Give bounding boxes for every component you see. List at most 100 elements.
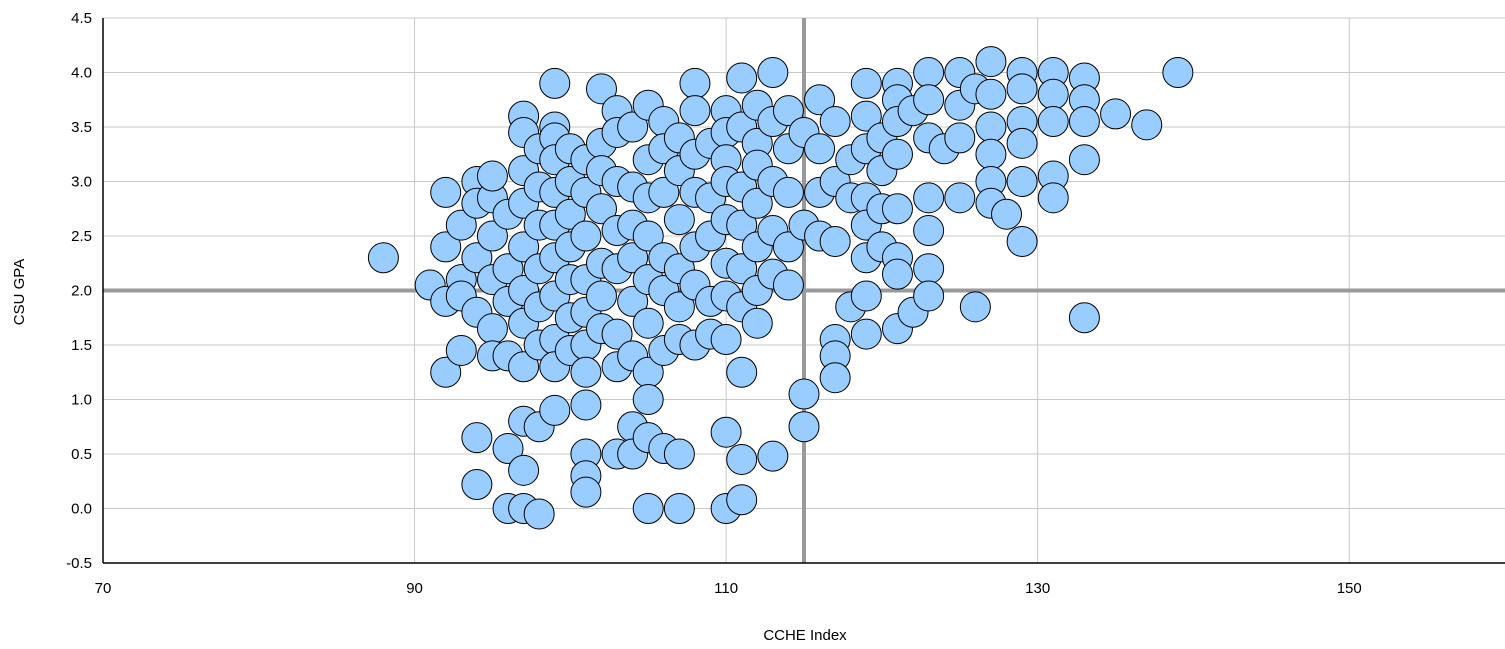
data-point <box>726 443 758 475</box>
data-point <box>679 67 711 99</box>
data-point <box>881 193 913 225</box>
x-tick-label: 130 <box>1025 580 1050 597</box>
data-point <box>617 111 649 143</box>
data-point <box>445 334 477 366</box>
data-point <box>850 100 882 132</box>
data-point <box>461 469 493 501</box>
data-point <box>430 176 462 208</box>
data-point <box>476 220 508 252</box>
data-point <box>632 384 664 415</box>
data-point <box>788 411 820 443</box>
x-tick-label: 70 <box>95 580 112 597</box>
data-point <box>430 231 462 263</box>
data-point <box>710 416 742 448</box>
data-point <box>1006 166 1038 197</box>
data-point <box>492 433 524 465</box>
data-point <box>476 160 508 192</box>
data-point <box>975 78 1007 110</box>
data-point <box>632 220 664 252</box>
data-point <box>741 187 773 219</box>
data-point <box>788 378 820 410</box>
data-point <box>726 62 758 94</box>
data-point <box>1006 73 1038 105</box>
data-point <box>1100 98 1132 130</box>
data-point <box>804 133 836 165</box>
data-point <box>913 57 945 88</box>
data-point <box>663 438 695 470</box>
data-point <box>881 258 913 290</box>
data-point <box>523 498 555 530</box>
data-point <box>663 204 695 236</box>
y-tick-label: 0.0 <box>71 501 92 518</box>
data-point <box>570 476 602 508</box>
data-point <box>445 209 477 241</box>
data-point <box>632 307 664 339</box>
data-point <box>430 356 462 388</box>
y-tick-label: 1.0 <box>71 392 92 409</box>
x-tick-labels: 70 90 110 130 150 <box>95 580 1362 597</box>
data-points <box>367 46 1194 530</box>
x-tick-label: 90 <box>406 580 423 597</box>
axes <box>102 18 1505 564</box>
data-point <box>726 484 758 516</box>
data-point <box>772 231 804 263</box>
y-tick-labels: -0.5 0.0 0.5 1.0 1.5 2.0 2.5 3.0 3.5 4.0 4.5 <box>66 10 92 572</box>
data-point <box>367 242 399 274</box>
y-tick-label: 4.0 <box>71 65 92 82</box>
data-point <box>757 57 789 88</box>
data-point <box>772 269 804 301</box>
data-point <box>632 493 664 524</box>
data-point <box>975 111 1007 143</box>
data-point <box>991 198 1023 230</box>
data-point <box>850 280 882 312</box>
data-point <box>819 106 851 138</box>
data-point <box>508 231 540 263</box>
data-point <box>1068 144 1100 176</box>
data-point <box>601 318 633 350</box>
data-point <box>726 253 758 285</box>
data-point <box>492 253 524 285</box>
data-point <box>585 73 617 105</box>
data-point <box>570 356 602 388</box>
y-tick-label: 2.0 <box>71 283 92 300</box>
y-tick-label: 3.0 <box>71 174 92 191</box>
data-point <box>1131 109 1163 141</box>
data-point <box>726 209 758 241</box>
data-point <box>570 389 602 421</box>
data-point <box>1162 57 1194 88</box>
data-point <box>539 394 571 426</box>
data-point <box>819 225 851 257</box>
data-point <box>585 280 617 312</box>
reference-lines <box>103 18 1505 563</box>
data-point <box>881 138 913 170</box>
x-axis-label: CCHE Index <box>763 627 847 644</box>
data-point <box>648 176 680 208</box>
data-point <box>913 280 945 312</box>
data-point <box>554 198 586 230</box>
data-point <box>913 215 945 247</box>
data-point <box>570 220 602 252</box>
data-point <box>944 182 976 214</box>
data-point <box>1068 302 1100 334</box>
data-point <box>1068 106 1100 138</box>
y-tick-label: 3.5 <box>71 119 92 136</box>
data-point <box>476 313 508 345</box>
data-point <box>461 242 493 274</box>
data-point <box>913 84 945 116</box>
data-point <box>617 285 649 317</box>
data-point <box>461 422 493 454</box>
y-tick-label: -0.5 <box>66 555 92 572</box>
data-point <box>959 291 991 323</box>
data-point <box>975 46 1007 78</box>
data-point <box>757 440 789 472</box>
data-point <box>1037 78 1069 110</box>
data-point <box>663 291 695 323</box>
data-point <box>772 176 804 208</box>
data-point <box>975 138 1007 170</box>
data-point <box>804 84 836 116</box>
x-tick-label: 110 <box>714 580 738 597</box>
data-point <box>1006 127 1038 159</box>
y-tick-label: 1.5 <box>71 337 92 354</box>
